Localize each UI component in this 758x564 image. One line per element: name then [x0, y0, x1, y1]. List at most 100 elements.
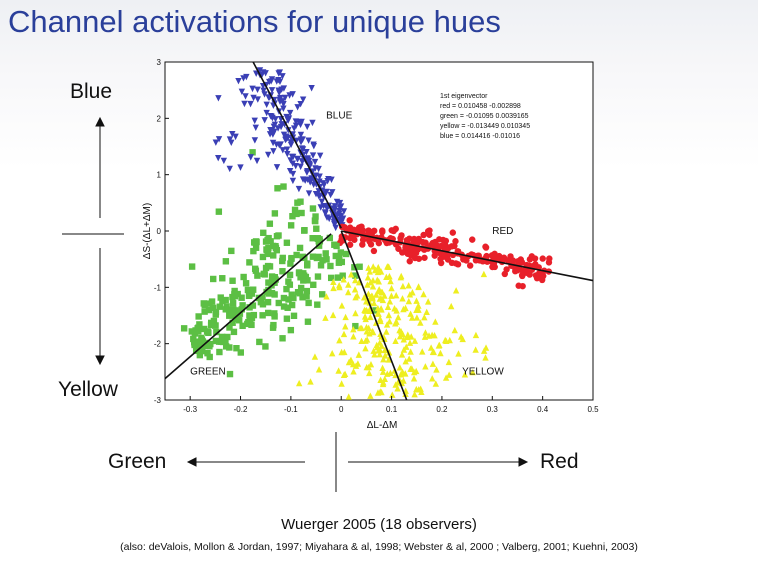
data-point	[191, 341, 198, 349]
eigenvector-header: 1st eigenvector	[440, 93, 488, 100]
data-point	[354, 360, 362, 367]
data-point	[375, 287, 382, 295]
data-point	[204, 349, 211, 357]
data-point	[366, 369, 373, 377]
data-point	[376, 350, 383, 358]
data-point	[336, 336, 343, 344]
data-point	[267, 238, 274, 245]
data-point	[390, 227, 397, 235]
data-point	[288, 254, 295, 262]
data-point	[396, 326, 403, 334]
data-point	[437, 250, 444, 257]
data-point	[283, 239, 291, 246]
data-point	[198, 334, 205, 342]
data-point	[229, 131, 236, 138]
data-point	[480, 347, 488, 354]
cluster-labels: BLUE RED GREEN YELLOW	[190, 110, 513, 377]
data-point	[259, 294, 266, 301]
data-point	[285, 115, 293, 122]
data-point	[429, 375, 436, 382]
data-point	[196, 351, 204, 359]
data-point	[249, 286, 257, 293]
eigenvector-line	[340, 230, 408, 401]
data-point	[238, 88, 246, 96]
data-point	[314, 235, 321, 242]
data-point	[304, 260, 311, 267]
data-point	[405, 282, 412, 289]
data-point	[325, 215, 333, 223]
data-point	[331, 206, 339, 213]
data-point	[515, 282, 522, 289]
data-point	[375, 278, 382, 285]
data-point	[370, 247, 378, 255]
data-point	[415, 306, 422, 313]
data-point	[384, 303, 392, 310]
data-point	[310, 181, 317, 189]
data-point	[180, 325, 188, 332]
data-point	[359, 236, 367, 244]
data-point	[309, 119, 316, 127]
data-point	[400, 346, 408, 353]
data-point	[383, 321, 391, 328]
data-point	[283, 315, 291, 322]
data-point	[381, 352, 389, 359]
data-point	[228, 306, 236, 313]
eigenvector-line	[164, 233, 332, 380]
x-tick-label: -0.3	[183, 405, 197, 414]
data-point	[323, 293, 330, 300]
data-point	[366, 238, 373, 245]
data-point	[331, 220, 338, 228]
data-point	[392, 292, 400, 299]
data-point	[247, 316, 254, 323]
data-point	[407, 348, 414, 355]
data-point	[352, 294, 359, 301]
data-point	[299, 294, 306, 301]
data-point	[361, 306, 368, 314]
cluster-label-red: RED	[492, 226, 513, 237]
data-point	[389, 391, 396, 398]
data-point	[198, 344, 206, 351]
data-point	[228, 247, 235, 255]
x-tick-label: 0.5	[587, 405, 599, 414]
data-point	[380, 356, 387, 363]
data-point	[201, 325, 208, 333]
data-point	[217, 294, 224, 301]
data-point	[356, 263, 363, 270]
data-point	[259, 312, 266, 319]
data-point	[253, 157, 261, 165]
data-point	[237, 349, 244, 356]
data-point	[509, 257, 516, 264]
data-point	[469, 236, 476, 243]
data-point	[417, 319, 424, 326]
data-point	[336, 283, 343, 291]
data-point	[275, 70, 282, 77]
data-point	[299, 96, 307, 103]
data-point	[303, 148, 310, 156]
data-point	[362, 345, 369, 352]
data-point	[216, 348, 223, 356]
data-point	[318, 198, 326, 206]
data-point	[320, 180, 327, 187]
data-point	[294, 155, 302, 163]
data-point	[190, 338, 198, 345]
data-point	[333, 242, 340, 250]
data-point	[251, 137, 259, 144]
data-point	[365, 264, 372, 271]
data-point	[413, 297, 420, 304]
data-point	[276, 142, 283, 149]
data-point	[291, 206, 299, 214]
data-point	[284, 150, 291, 158]
data-point	[240, 273, 247, 281]
data-point	[427, 344, 435, 351]
data-point	[333, 198, 341, 206]
y-tick-label: 2	[157, 114, 162, 123]
data-point	[254, 272, 261, 279]
data-point	[381, 346, 389, 354]
data-point	[295, 185, 303, 193]
y-tick-label: -1	[154, 283, 162, 292]
data-point	[387, 277, 394, 285]
data-point	[279, 268, 286, 275]
data-point	[526, 271, 533, 278]
data-point	[280, 85, 288, 92]
data-point	[270, 252, 277, 259]
